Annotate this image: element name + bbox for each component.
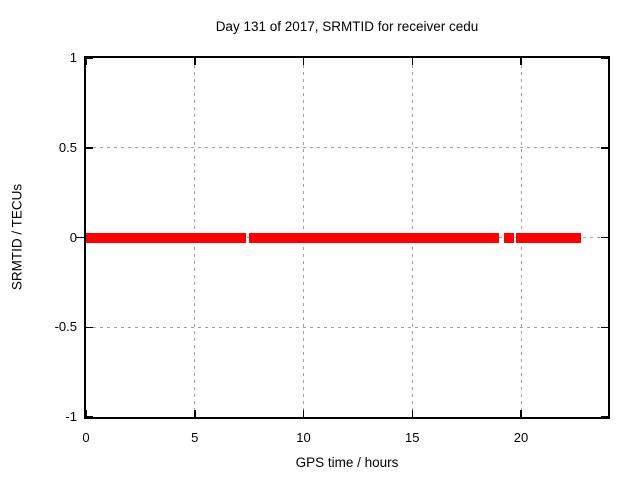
x-tick-label-10: 10 xyxy=(296,430,311,445)
y-tick-mark-left--0.5 xyxy=(86,326,93,328)
y-tick-label--1: -1 xyxy=(65,409,77,424)
x-tick-mark-bottom-20 xyxy=(520,410,522,417)
x-tick-mark-top-5 xyxy=(194,58,196,65)
y-tick-label-0: 0 xyxy=(69,229,77,245)
chart-title: Day 131 of 2017, SRMTID for receiver ced… xyxy=(215,19,479,34)
plot-area xyxy=(84,56,610,419)
x-tick-mark-bottom-5 xyxy=(194,410,196,417)
x-tick-mark-top-10 xyxy=(302,58,305,65)
x-tick-label-20: 20 xyxy=(513,430,529,445)
y-tick-mark-left-0.5 xyxy=(86,147,93,149)
x-tick-mark-bottom-0 xyxy=(85,410,87,417)
x-tick-mark-top-0 xyxy=(85,58,87,65)
x-tick-mark-top-20 xyxy=(520,58,522,65)
series-segment-2 xyxy=(503,232,514,243)
x-tick-label-15: 15 xyxy=(405,430,420,445)
y-tick-mark-right--1 xyxy=(601,416,608,418)
y-tick-mark-right-0.5 xyxy=(601,147,608,149)
x-tick-mark-bottom-15 xyxy=(411,410,413,417)
series-segment-1 xyxy=(249,232,500,243)
x-tick-label-0: 0 xyxy=(82,430,90,445)
y-tick-mark-left-1 xyxy=(86,57,93,59)
gridline-y-0.5 xyxy=(86,147,608,149)
y-tick-label--0.5: -0.5 xyxy=(54,319,77,335)
x-tick-label-5: 5 xyxy=(191,430,199,445)
y-tick-mark-left--1 xyxy=(86,416,93,418)
y-axis-title: SRMTID / TECUs xyxy=(9,183,25,291)
x-tick-mark-top-15 xyxy=(411,58,413,65)
y-zero-tick-outward xyxy=(76,236,84,239)
x-axis-title: GPS time / hours xyxy=(295,455,399,470)
series-segment-0 xyxy=(86,232,247,243)
x-tick-mark-bottom-10 xyxy=(302,410,305,417)
y-tick-mark-right-0 xyxy=(601,236,608,239)
y-tick-label-0.5: 0.5 xyxy=(58,139,77,155)
series-segment-3 xyxy=(516,232,582,243)
y-tick-mark-right--0.5 xyxy=(601,326,608,328)
y-tick-mark-right-1 xyxy=(601,57,608,59)
y-tick-label-1: 1 xyxy=(69,50,77,65)
gridline-y--0.5 xyxy=(86,326,608,328)
